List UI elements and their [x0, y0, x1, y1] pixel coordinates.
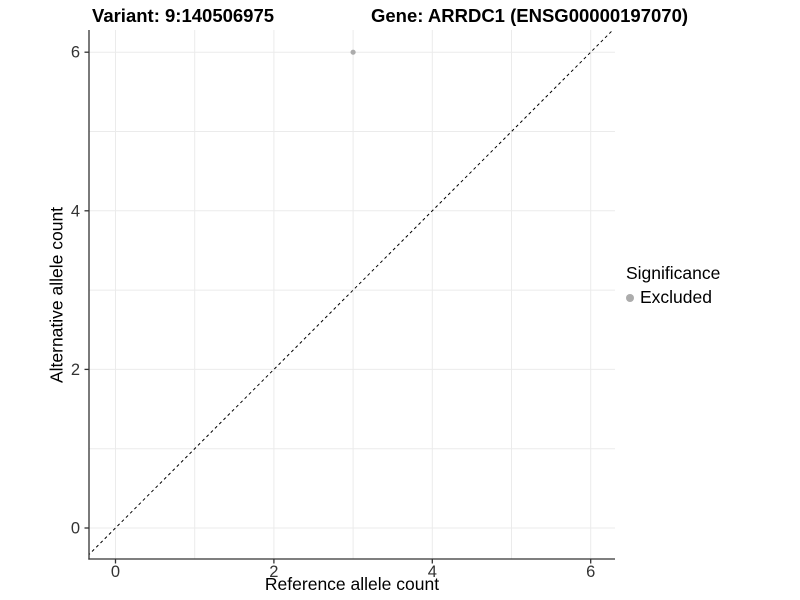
legend-title: Significance: [626, 263, 721, 283]
legend-dot-icon: [626, 293, 634, 302]
y-tick-label: 4: [71, 202, 80, 220]
y-tick-label: 6: [71, 44, 80, 62]
plot-title-gene: Gene: ARRDC1 (ENSG00000197070): [371, 5, 689, 26]
x-axis-label: Reference allele count: [264, 574, 440, 594]
identity-reference-line: [89, 30, 614, 556]
plot-title-variant: Variant: 9:140506975: [92, 5, 275, 26]
x-tick-label: 2: [269, 563, 278, 581]
y-axis-label: Alternative allele count: [46, 206, 67, 384]
y-tick-label: 0: [71, 520, 80, 538]
x-tick-label: 6: [586, 563, 595, 581]
data-point-excluded: [350, 49, 356, 55]
legend: Significance Excluded: [626, 263, 720, 308]
x-tick-label: 4: [428, 563, 437, 581]
legend-item-label: Excluded: [640, 287, 712, 307]
y-tick-label: 2: [71, 361, 80, 379]
x-tick-label: 0: [111, 563, 120, 581]
legend-item-excluded: Excluded: [626, 287, 720, 308]
